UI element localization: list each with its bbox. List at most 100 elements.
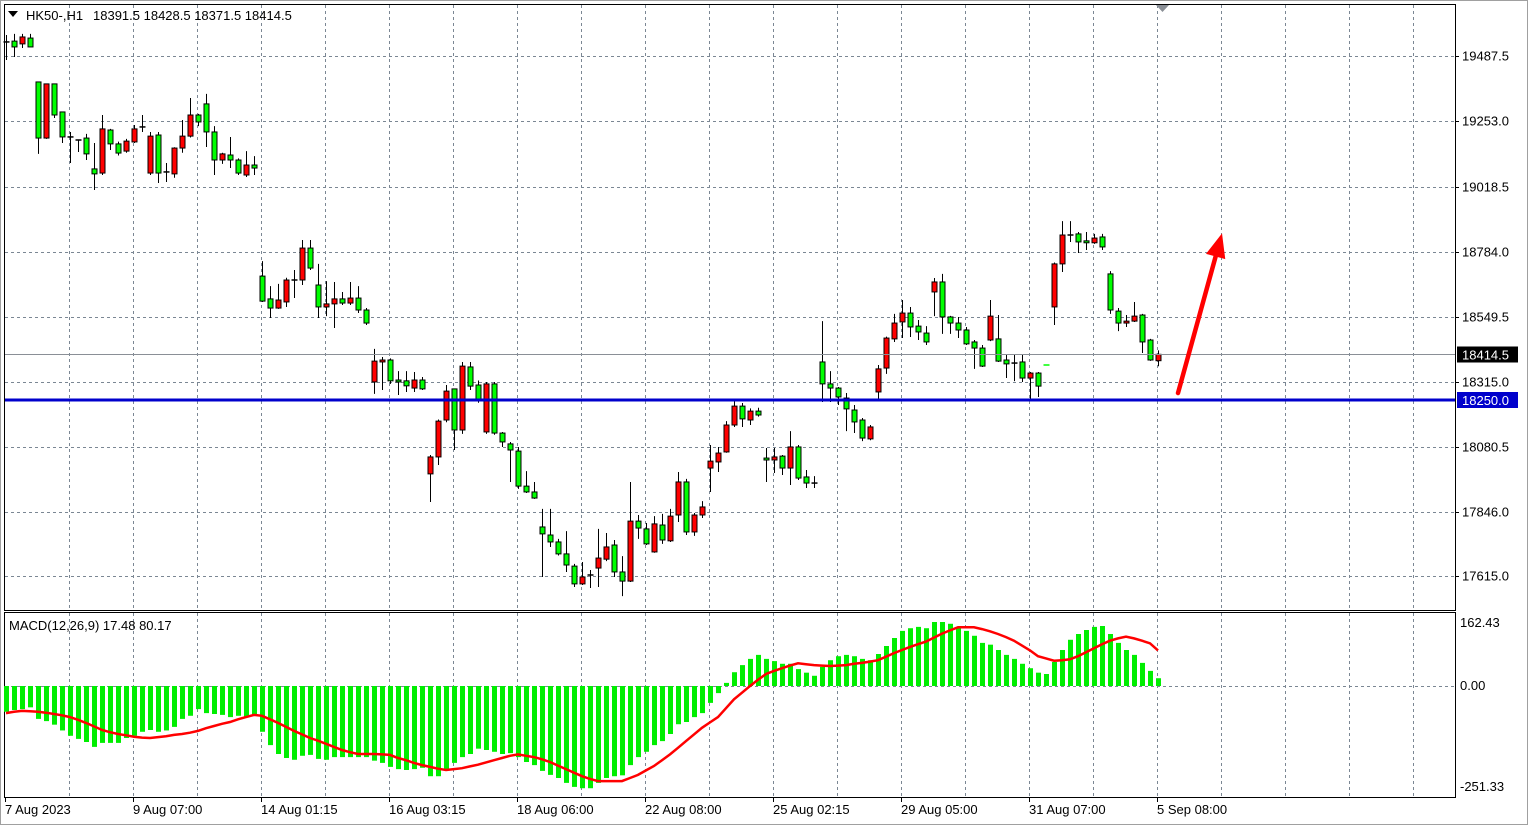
macd-histogram-bar — [980, 642, 985, 686]
chart-menu-triangle-icon[interactable] — [8, 11, 18, 17]
candle — [427, 455, 434, 502]
candle-body-down — [1147, 339, 1154, 361]
candle-body-down — [227, 154, 234, 161]
candle-body-down — [531, 491, 538, 499]
macd-indicator — [4, 622, 1161, 789]
candle-body-up — [699, 506, 706, 516]
candle — [603, 533, 610, 562]
macd-histogram-bar — [836, 656, 841, 686]
macd-histogram-bar — [212, 686, 217, 714]
macd-histogram-bar — [916, 626, 921, 686]
macd-histogram-bar — [924, 628, 929, 686]
candle — [1067, 221, 1074, 242]
support-line-label: 18250.0 — [1462, 393, 1509, 408]
candle — [411, 371, 418, 392]
candle — [219, 152, 226, 164]
macd-histogram-bar — [252, 686, 257, 716]
candle — [467, 361, 474, 390]
candle-body-down — [27, 37, 34, 48]
candle-body-up — [219, 153, 226, 161]
macd-histogram-bar — [1108, 634, 1113, 686]
macd-histogram-bar — [76, 686, 81, 739]
candle — [123, 138, 130, 153]
candle-body-up — [187, 114, 194, 137]
candle-body-down — [571, 565, 578, 585]
candle — [83, 133, 90, 160]
candle — [1083, 231, 1090, 250]
macd-histogram-bar — [52, 686, 57, 725]
candle-body-down — [387, 359, 394, 382]
candle — [35, 81, 42, 154]
candle-body-down — [267, 298, 274, 309]
macd-histogram-bar — [948, 623, 953, 686]
candle-body-up — [19, 36, 26, 45]
macd-histogram-bar — [908, 628, 913, 686]
macd-histogram-bar — [1148, 670, 1153, 686]
candle-body-up — [43, 83, 50, 139]
candle — [227, 136, 234, 169]
candle-body-down — [91, 168, 98, 175]
candle-body-up — [1155, 353, 1162, 362]
candle — [99, 115, 106, 175]
price-axis-label: 17846.0 — [1462, 505, 1509, 520]
candle-body-down — [739, 405, 746, 420]
candle — [659, 513, 666, 544]
macd-histogram-bar — [196, 686, 201, 710]
arrow-up-icon[interactable] — [1205, 233, 1226, 260]
macd-histogram-bar — [828, 660, 833, 686]
chart-shift-marker-icon[interactable] — [1156, 5, 1169, 12]
candle-body-up — [411, 379, 418, 389]
candle — [1019, 355, 1026, 382]
macd-histogram-bar — [876, 654, 881, 686]
main-price-panel[interactable] — [4, 4, 1456, 611]
candle — [347, 281, 354, 305]
current-price-badge — [1457, 346, 1518, 363]
macd-histogram-bar — [468, 686, 473, 754]
candle — [1139, 313, 1146, 354]
candle-body-down — [795, 446, 802, 479]
candle-body-up — [179, 135, 186, 149]
candle-body-down — [923, 332, 930, 343]
candle — [195, 113, 202, 127]
candle-body-down — [211, 131, 218, 161]
candle — [963, 326, 970, 345]
price-axis-label: 18549.5 — [1462, 310, 1509, 325]
macd-histogram-bar — [724, 682, 729, 686]
price-axis-label: 18080.5 — [1462, 440, 1509, 455]
candle-body-down — [259, 275, 266, 302]
candle-body-down — [611, 544, 618, 573]
candle — [283, 277, 290, 307]
candle-body-down — [59, 111, 66, 138]
candle-body-down — [1003, 359, 1010, 365]
macd-histogram-bar — [548, 686, 553, 775]
macd-histogram-bar — [268, 686, 273, 746]
macd-histogram-bar — [1116, 642, 1121, 686]
macd-histogram-bar — [84, 686, 89, 742]
candle-body-down — [555, 541, 562, 555]
candle — [299, 240, 306, 285]
candle — [819, 321, 826, 402]
candle-body-up — [379, 359, 386, 363]
macd-histogram-bar — [484, 686, 489, 750]
macd-histogram-bar — [100, 686, 105, 743]
macd-histogram-bar — [740, 665, 745, 686]
candle-body-up — [347, 297, 354, 304]
candle-body-down — [1075, 233, 1082, 243]
candle-body-up — [1059, 234, 1066, 265]
macd-histogram-bar — [508, 686, 513, 754]
macd-histogram-bar — [172, 686, 177, 727]
macd-histogram-bar — [764, 658, 769, 686]
candle-body-down — [523, 485, 530, 493]
candle — [1059, 221, 1066, 272]
time-axis-label: 16 Aug 03:15 — [389, 802, 466, 817]
macd-histogram-bar — [108, 686, 113, 743]
arrow-annotation-shaft[interactable] — [1175, 254, 1218, 396]
time-axis-label: 25 Aug 02:15 — [773, 802, 850, 817]
macd-histogram-bar — [412, 686, 417, 770]
candle — [507, 441, 514, 482]
candle — [939, 273, 946, 334]
macd-histogram-bar — [732, 672, 737, 686]
candle — [635, 515, 642, 539]
candle-body-up — [283, 279, 290, 303]
